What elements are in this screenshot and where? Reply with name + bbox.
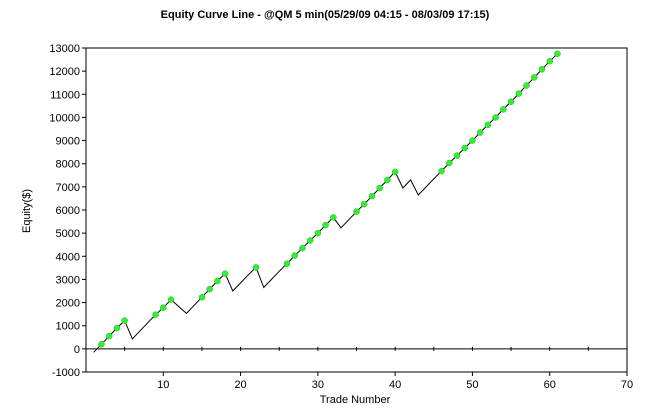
trade-point: [500, 106, 507, 113]
x-tick-label: 50: [466, 379, 478, 391]
trade-point: [121, 317, 128, 324]
trade-point: [314, 229, 322, 237]
trade-point: [360, 200, 368, 208]
y-tick-label: 0: [74, 344, 80, 356]
y-tick-label: 11000: [50, 89, 80, 101]
trade-point: [523, 82, 530, 89]
trade-point: [198, 293, 206, 301]
x-tick-label: 60: [544, 379, 556, 391]
chart-title: Equity Curve Line - @QM 5 min(05/29/09 0…: [161, 9, 490, 21]
trade-point: [306, 237, 314, 244]
trade-point: [453, 152, 461, 159]
x-tick-label: 40: [389, 379, 401, 391]
x-tick-label: 30: [312, 379, 324, 391]
trade-point: [445, 159, 453, 167]
y-tick-label: 9000: [56, 136, 80, 148]
trade-point: [391, 168, 399, 176]
trade-point: [330, 214, 337, 221]
trade-point: [221, 270, 229, 277]
trade-point: [461, 144, 468, 152]
y-tick-label: 5000: [56, 228, 80, 240]
x-tick-label: 10: [157, 379, 169, 391]
trade-point: [206, 285, 213, 293]
trade-point: [554, 50, 561, 58]
trade-point: [105, 332, 113, 340]
y-tick-label: 1000: [56, 321, 80, 333]
y-tick-label: 7000: [56, 182, 80, 194]
trade-point: [160, 304, 167, 311]
trade-point: [476, 129, 484, 136]
y-tick-label: 13000: [49, 43, 80, 55]
trade-point: [113, 324, 121, 332]
y-tick-label: 6000: [56, 205, 80, 217]
x-axis-label: Trade Number: [320, 394, 391, 406]
trade-point: [291, 252, 298, 259]
trade-point: [98, 340, 105, 348]
plot-area: -1000 0 1000 2000 3000 4000 5000 6000 7000 8000 90…: [49, 43, 633, 391]
trade-point: [167, 296, 175, 303]
trade-point: [384, 176, 391, 184]
trade-point: [515, 90, 523, 97]
trade-point: [353, 208, 360, 215]
y-tick-label: 10000: [49, 112, 80, 124]
trade-point: [469, 137, 476, 144]
trade-point: [152, 311, 159, 318]
y-tick-label: 12000: [49, 66, 80, 78]
trade-point: [438, 167, 445, 175]
y-tick-label: 4000: [56, 251, 80, 263]
trade-point: [531, 74, 538, 81]
y-tick-label: 3000: [56, 274, 80, 286]
x-tick-label: 20: [234, 379, 246, 391]
trade-point: [252, 264, 260, 271]
y-axis-label: Equity($): [21, 189, 33, 233]
trade-point: [492, 114, 499, 121]
trade-point: [538, 66, 546, 73]
x-tick-label: 70: [621, 379, 633, 391]
trade-point: [507, 98, 515, 105]
trade-point: [214, 277, 221, 285]
trade-point: [376, 184, 383, 192]
trade-point: [484, 121, 492, 129]
y-tick-label: 8000: [56, 159, 80, 171]
trade-point: [368, 192, 376, 200]
trade-point: [299, 244, 306, 252]
y-tick-label: -1000: [52, 367, 80, 379]
trade-point: [283, 260, 291, 267]
trade-point: [546, 57, 553, 65]
y-tick-label: 2000: [56, 298, 80, 310]
trade-point: [322, 221, 329, 229]
